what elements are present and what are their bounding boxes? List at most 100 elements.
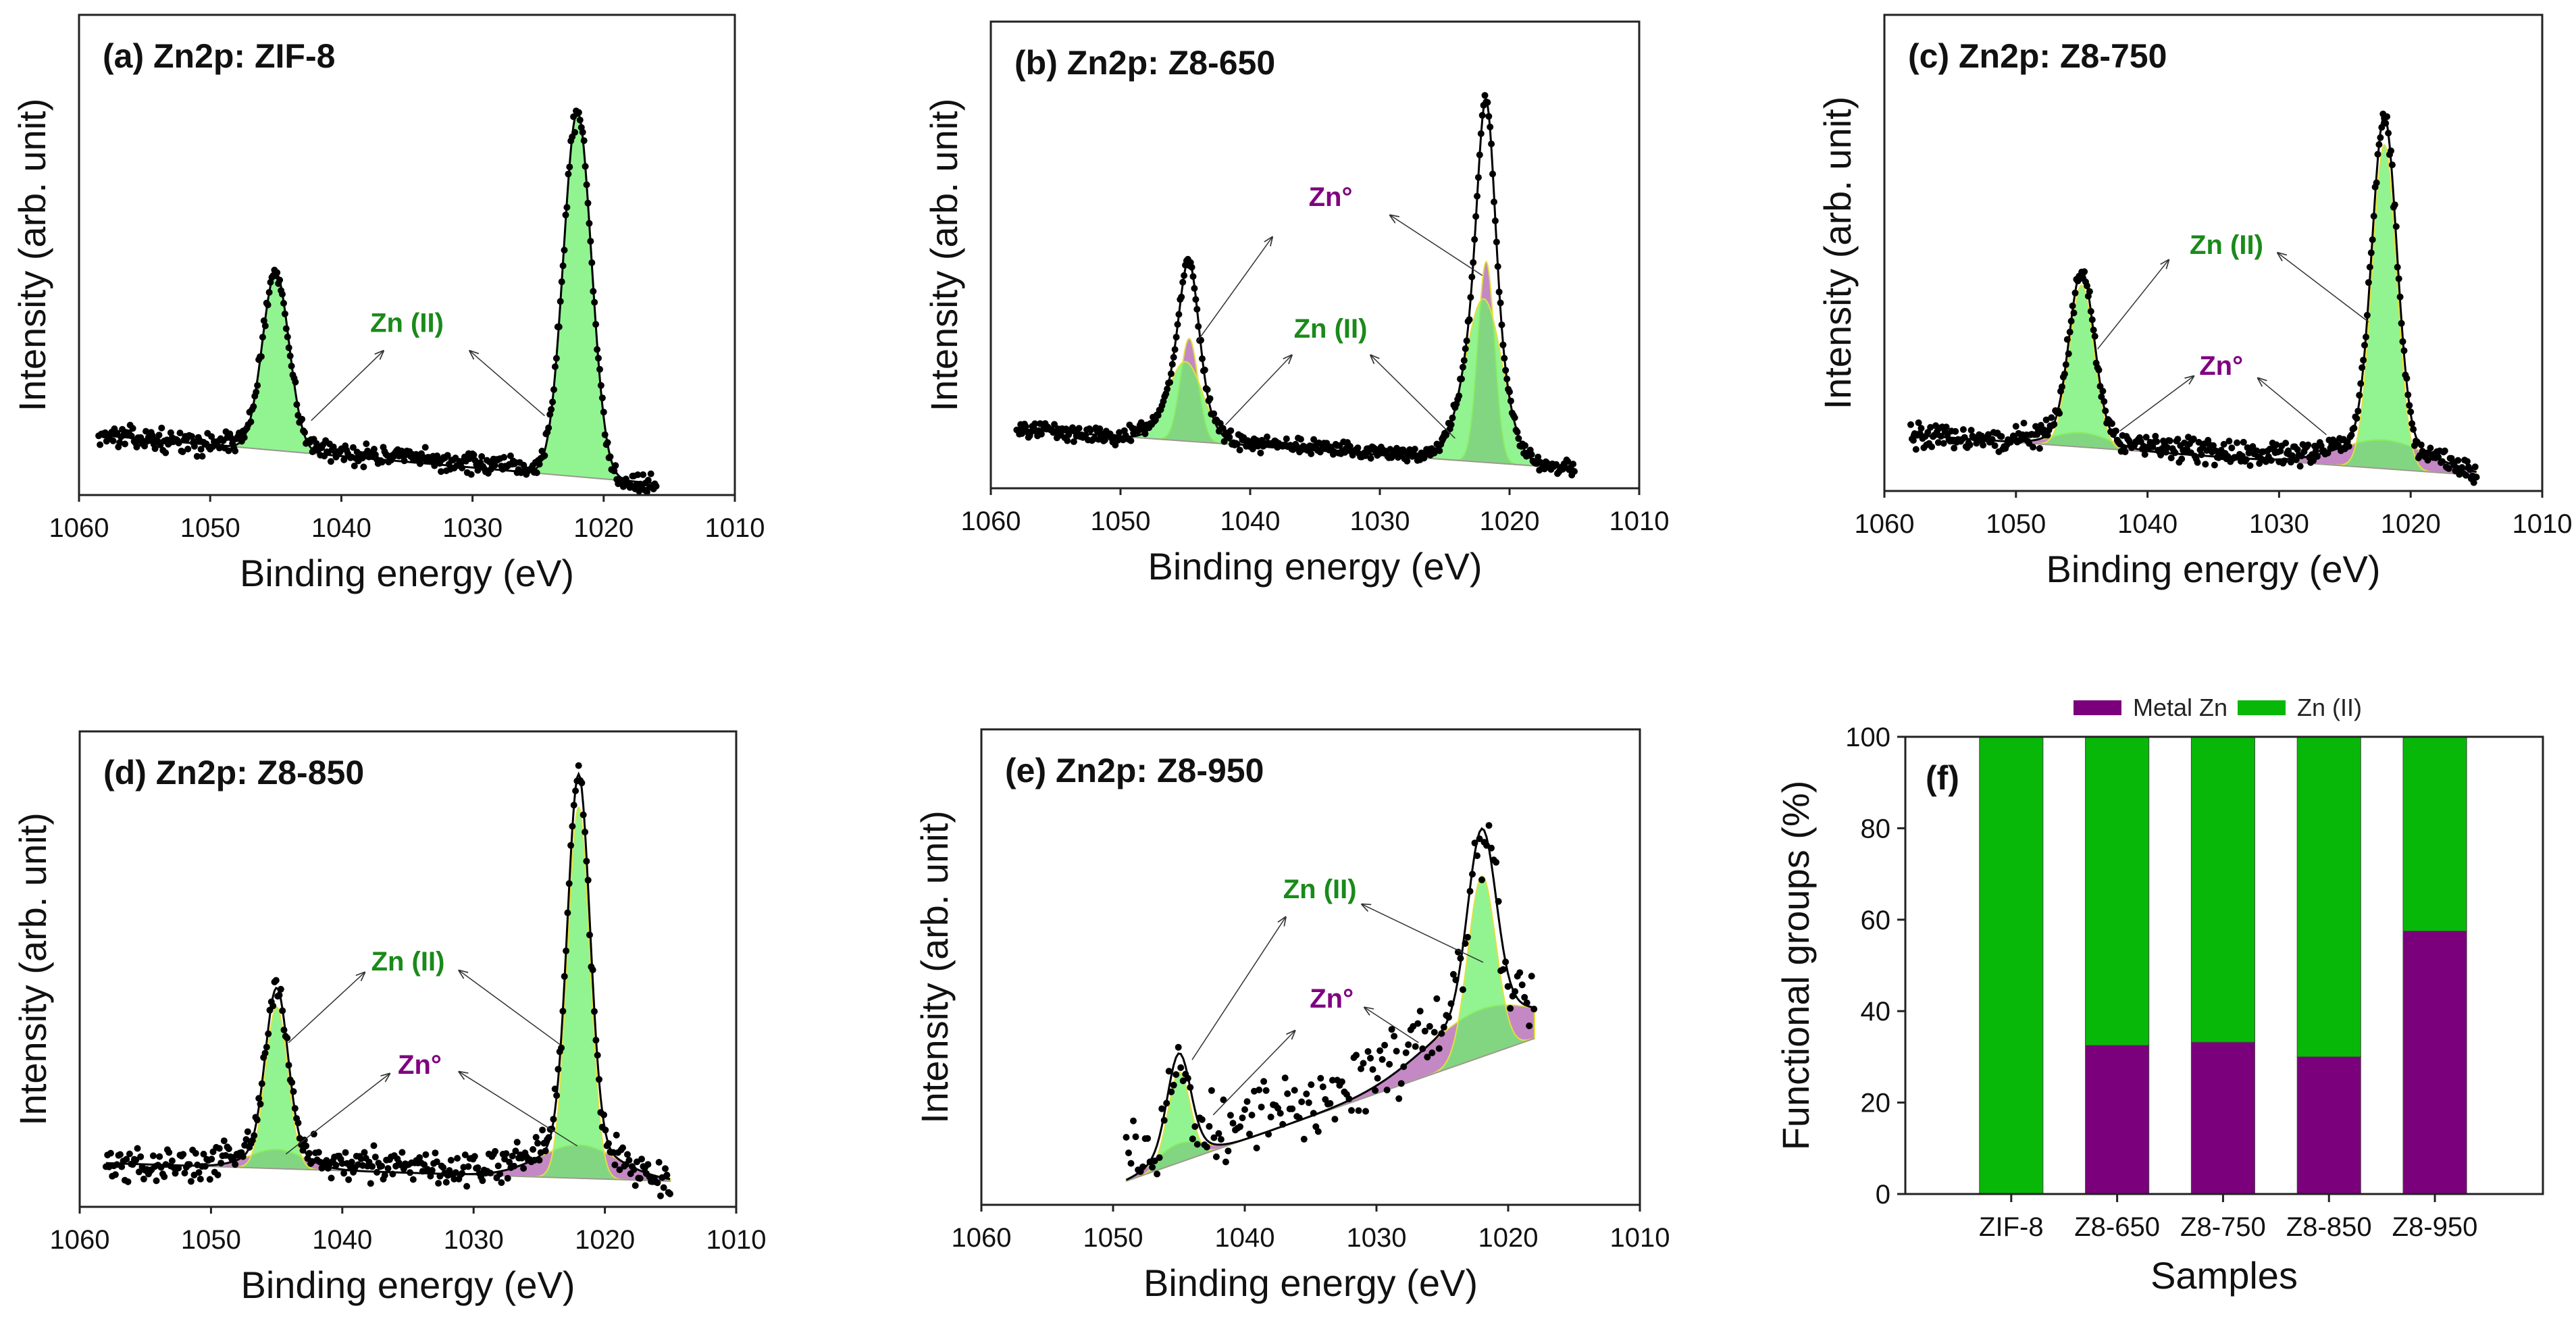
data-point: [129, 425, 136, 432]
data-point: [1514, 428, 1521, 436]
data-point: [1937, 433, 1944, 440]
data-point: [2194, 459, 2201, 466]
data-point: [561, 247, 568, 254]
data-point: [2394, 263, 2401, 271]
data-point: [1260, 1078, 1268, 1085]
data-point: [2181, 439, 2188, 446]
data-point: [1171, 346, 1179, 353]
data-point: [594, 346, 601, 353]
data-point: [588, 259, 596, 266]
data-point: [558, 278, 565, 286]
x-tick-label: 1030: [442, 513, 503, 543]
plot-frame: [989, 20, 1641, 490]
data-point: [1458, 375, 1465, 383]
data-point: [1164, 386, 1171, 392]
annotation-arrow: [2277, 253, 2369, 323]
data-point: [1497, 299, 1504, 307]
data-point: [447, 1157, 455, 1164]
data-point: [625, 1157, 633, 1164]
data-point: [1383, 1087, 1391, 1093]
data-point: [1488, 140, 1495, 148]
data-point: [2392, 223, 2400, 230]
data-point: [1466, 887, 1474, 895]
data-point: [1189, 273, 1197, 280]
data-point: [1528, 451, 1535, 458]
data-point: [284, 1035, 291, 1041]
data-point: [305, 1149, 313, 1157]
data-point: [1469, 871, 1476, 878]
data-point: [257, 1100, 264, 1108]
annotation-arrow: [2258, 378, 2327, 436]
data-point: [2388, 147, 2394, 155]
data-point: [2174, 436, 2182, 443]
data-point: [1265, 1131, 1272, 1138]
data-point: [1326, 1099, 1334, 1107]
data-point: [244, 1128, 251, 1135]
data-point: [541, 452, 548, 459]
data-point: [2051, 421, 2058, 428]
y-axis-label: Functional groups (%): [1774, 781, 1817, 1151]
data-point: [180, 1151, 187, 1158]
data-point: [2406, 402, 2413, 409]
data-point: [532, 1134, 540, 1141]
data-point: [2399, 338, 2406, 345]
component-zn2-1045: [218, 1006, 336, 1172]
data-point: [530, 1146, 537, 1153]
data-point: [602, 1126, 609, 1134]
data-point: [1980, 442, 1987, 449]
data-point: [1037, 430, 1045, 438]
data-point: [572, 787, 579, 794]
panel-b: Zn° Zn (II) 1060 1050 1040 1030 1020 1010 Bindin…: [923, 20, 1669, 588]
data-point: [1198, 1116, 1206, 1123]
data-point: [562, 211, 569, 219]
bar-zn-ii-Z8-750: [2190, 736, 2255, 1043]
x-tick-label: 1020: [575, 1225, 635, 1255]
data-point: [2040, 426, 2047, 434]
data-point: [137, 1153, 145, 1160]
data-point: [1503, 375, 1511, 383]
data-point: [580, 137, 588, 145]
data-point: [576, 116, 584, 124]
data-point: [153, 1177, 160, 1185]
data-point: [373, 1168, 381, 1176]
data-point: [2210, 442, 2217, 449]
data-point: [1227, 427, 1235, 434]
data-point: [1917, 425, 1925, 432]
bar-metal-zn-Z8-650: [2085, 1045, 2150, 1195]
data-point: [168, 1157, 176, 1164]
annotation-label-zn2: Zn (II): [370, 308, 444, 338]
data-point: [2042, 416, 2050, 423]
data-point: [2167, 455, 2175, 462]
legend: Metal Zn Zn (II): [2073, 694, 2362, 721]
data-point: [2234, 439, 2241, 446]
data-point: [276, 991, 283, 999]
data-point: [200, 1150, 207, 1158]
data-point: [1173, 334, 1180, 341]
data-point: [416, 1154, 423, 1161]
data-point: [116, 1151, 124, 1158]
data-point: [1160, 1116, 1168, 1124]
x-tick-label: 1020: [1480, 507, 1540, 536]
data-point: [161, 1173, 168, 1181]
data-point: [179, 448, 186, 455]
data-point: [176, 430, 184, 437]
panel-title: (f): [1926, 759, 1959, 797]
data-point: [465, 1163, 472, 1170]
data-point: [1411, 446, 1418, 452]
data-point: [479, 1177, 486, 1185]
data-point: [435, 1180, 442, 1187]
data-point: [1367, 1054, 1374, 1062]
data-point: [128, 432, 135, 440]
data-point: [265, 288, 273, 296]
data-point: [1381, 1041, 1389, 1049]
data-point: [1291, 1087, 1298, 1094]
data-point: [1174, 321, 1181, 328]
data-point: [536, 461, 543, 468]
data-point: [259, 334, 266, 341]
data-point: [1177, 1064, 1185, 1071]
data-point: [1493, 238, 1500, 246]
data-point: [126, 1150, 133, 1158]
data-point: [421, 444, 429, 451]
data-point: [1308, 1081, 1315, 1089]
data-point: [1966, 441, 1974, 448]
